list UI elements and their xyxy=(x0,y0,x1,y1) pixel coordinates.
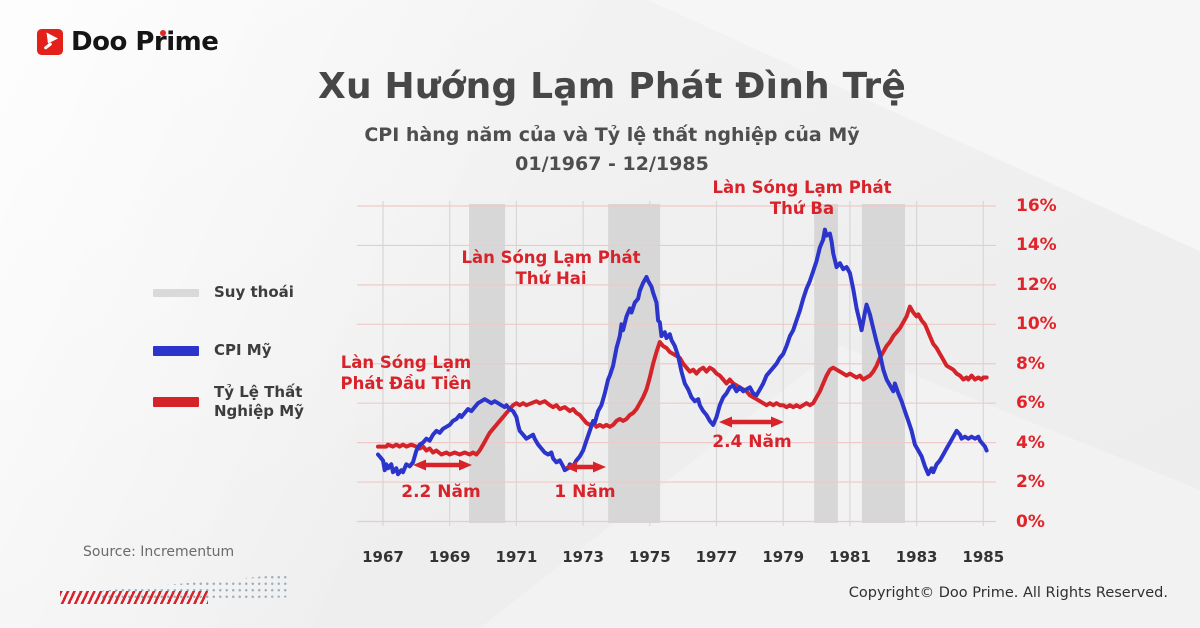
gap-arrowhead xyxy=(771,416,784,428)
unemployment-swatch xyxy=(153,397,199,407)
source-note: Source: Incrementum xyxy=(83,544,235,560)
legend-label: Tỷ Lệ Thất Nghiệp Mỹ xyxy=(214,383,304,420)
hatch-decoration xyxy=(60,591,208,604)
cpi-swatch xyxy=(153,345,199,356)
copyright-note: Copyright© Doo Prime. All Rights Reserve… xyxy=(848,585,1168,601)
gap-arrowhead xyxy=(593,461,606,473)
title-block: Xu Hướng Lạm Phát Đình Trệ CPI hàng năm … xyxy=(12,64,1200,175)
legend-item-cpi: CPI Mỹ xyxy=(153,341,272,360)
gap-arrowhead xyxy=(719,416,732,428)
recession-swatch xyxy=(153,288,199,297)
doo-prime-logo-text: Doo Prime xyxy=(71,27,219,57)
date-range: 01/1967 - 12/1985 xyxy=(515,153,709,175)
logo-i-dot xyxy=(160,29,166,36)
legend-label: CPI Mỹ xyxy=(214,341,272,359)
page-title: Xu Hướng Lạm Phát Đình Trệ xyxy=(318,66,906,107)
legend-item-recession: Suy thoái xyxy=(153,283,294,302)
series-line xyxy=(376,227,989,477)
doo-prime-logo-icon xyxy=(37,29,63,55)
legend-label: Suy thoái xyxy=(214,283,294,301)
gap-arrowhead xyxy=(413,459,426,471)
doo-prime-logo: Doo Prime xyxy=(37,27,219,57)
page-subtitle: CPI hàng năm của và Tỷ lệ thất nghiệp củ… xyxy=(364,124,860,146)
series-line xyxy=(376,304,989,457)
legend-item-unemployment: Tỷ Lệ Thất Nghiệp Mỹ xyxy=(153,383,304,421)
gap-arrowhead xyxy=(459,459,472,471)
gap-arrowhead xyxy=(564,461,577,473)
